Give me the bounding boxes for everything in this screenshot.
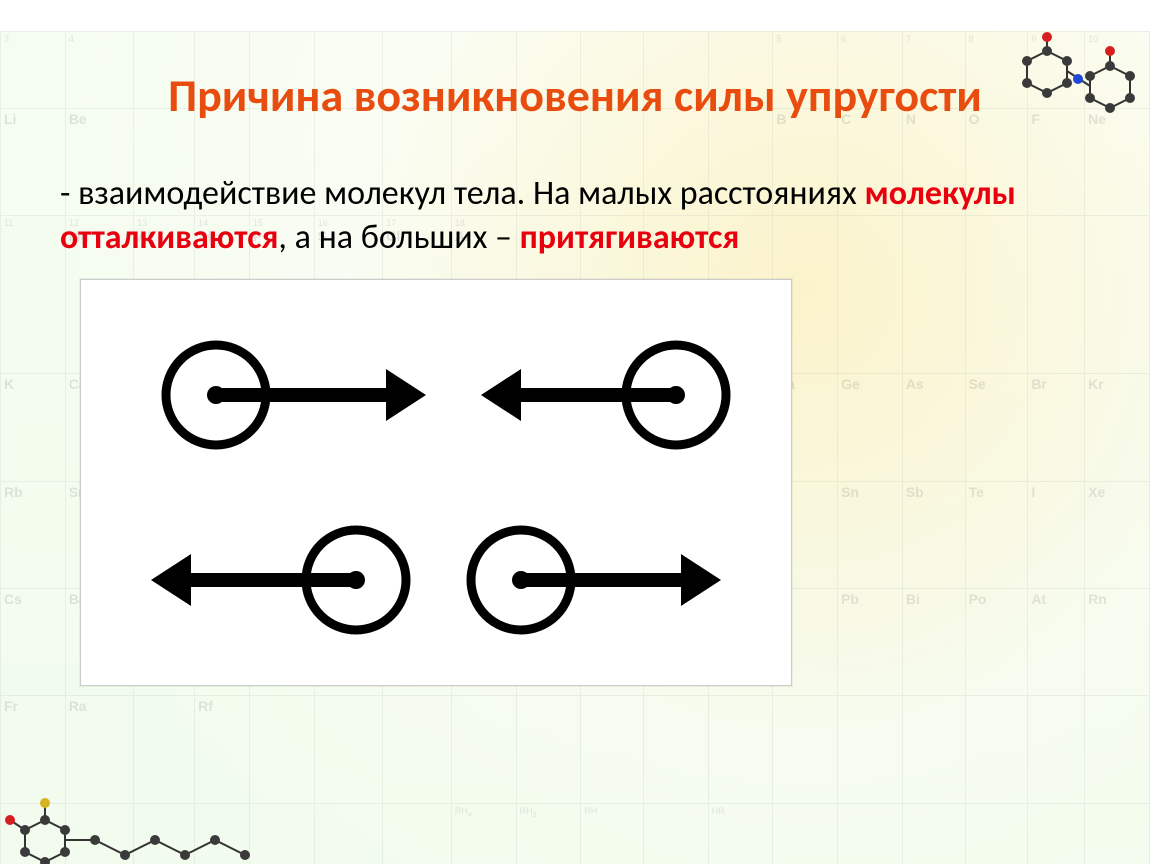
- body-prefix: - взаимодействие молекул тела. На малых …: [60, 173, 864, 214]
- body-middle: , а на больших –: [278, 217, 519, 258]
- slide-body-text: - взаимодействие молекул тела. На малых …: [0, 162, 1150, 260]
- molecule-forces-diagram: [80, 279, 792, 686]
- slide: 345678910 LiBeBCNOFNe 1112Mg13Al14Si15P1…: [0, 31, 1150, 864]
- slide-title: Причина возникновения силы упругости: [0, 31, 1150, 132]
- body-attract: притягиваются: [520, 217, 740, 258]
- molecule-decoration-bottom-left: [0, 775, 300, 864]
